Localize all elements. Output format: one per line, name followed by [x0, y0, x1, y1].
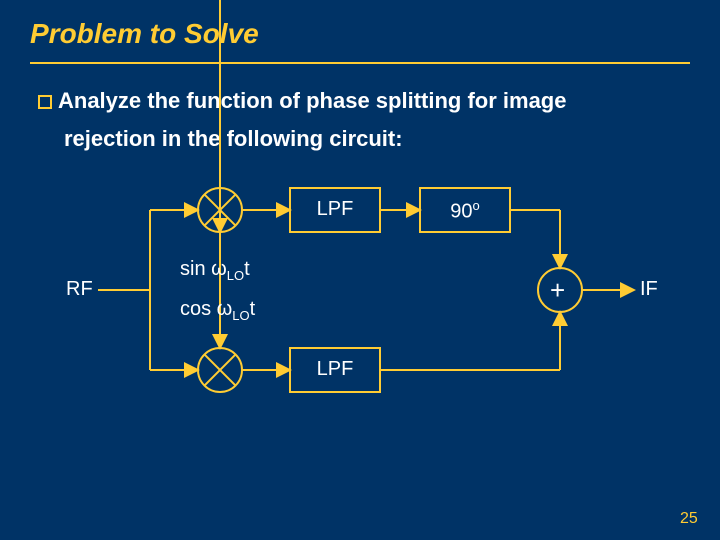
lpf-top-label: LPF: [290, 198, 380, 221]
summer-label: +: [550, 275, 565, 306]
rf-label: RF: [66, 278, 93, 301]
if-label: IF: [640, 278, 658, 301]
lpf-bottom-label: LPF: [290, 358, 380, 381]
page-number: 25: [680, 510, 698, 528]
lo-cos-label: cos ωLOt: [180, 298, 255, 323]
lo-sin-label: sin ωLOt: [180, 258, 250, 283]
phase-shift-label: 90o: [420, 198, 510, 224]
circuit-diagram: [0, 0, 720, 540]
